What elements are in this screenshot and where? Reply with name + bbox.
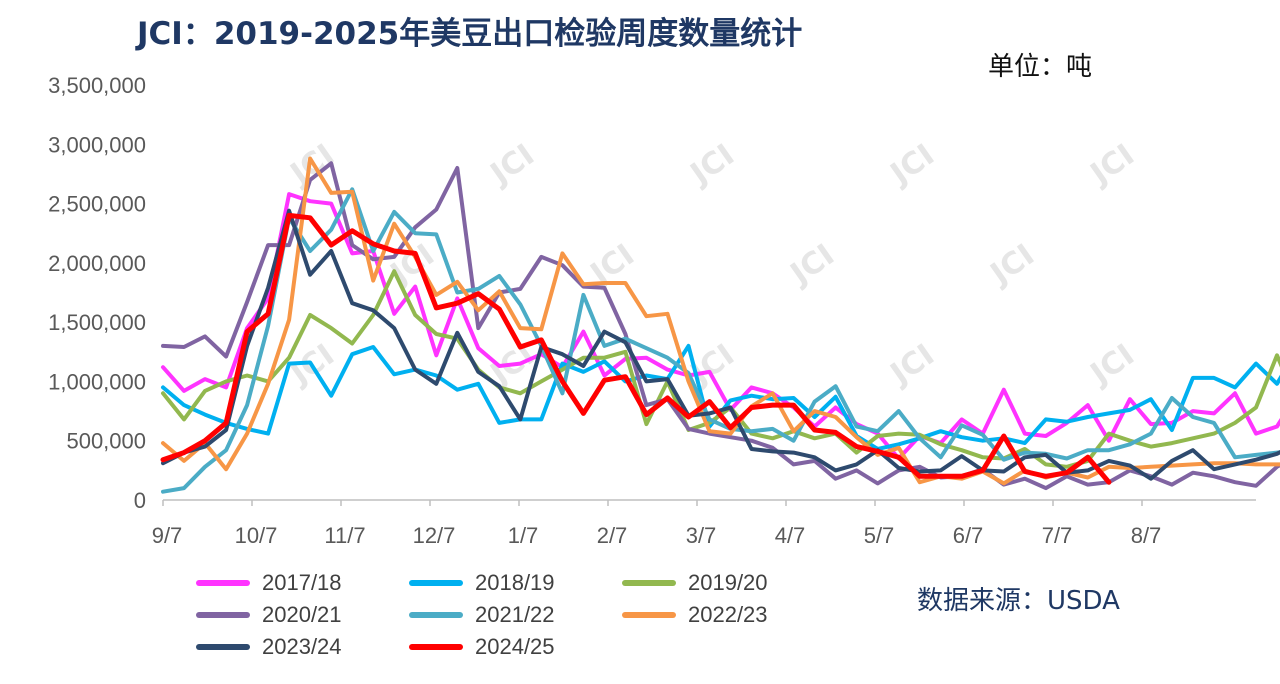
legend-swatch (622, 580, 676, 586)
y-tick-label: 500,000 (66, 429, 146, 454)
legend-item-2024-25: 2024/25 (409, 632, 555, 662)
watermark-text: JCI (1083, 337, 1141, 392)
y-tick-label: 0 (134, 488, 146, 513)
x-tick-label: 3/7 (686, 523, 717, 548)
watermark-text: JCI (883, 337, 941, 392)
series-line-2023-24 (161, 208, 1280, 481)
legend-label: 2022/23 (688, 602, 768, 627)
legend-swatch (196, 644, 250, 650)
legend-item-2022-23: 2022/23 (622, 600, 768, 630)
legend-swatch (409, 612, 463, 618)
x-tick-label: 10/7 (235, 523, 278, 548)
chart-title: JCI：2019-2025年美豆出口检验周度数量统计 (137, 16, 803, 52)
series-line-2024-25 (160, 212, 1112, 485)
x-tick-label: 11/7 (324, 523, 365, 548)
y-tick-label: 1,000,000 (48, 369, 146, 394)
legend-label: 2020/21 (262, 602, 342, 627)
series-line-2018-19 (161, 343, 1280, 451)
watermark-text: JCI (983, 237, 1041, 292)
series-group (160, 156, 1280, 494)
legend-swatch (622, 612, 676, 618)
legend-item-2018-19: 2018/19 (409, 568, 555, 598)
watermark-text: JCI (483, 137, 541, 192)
legend-label: 2018/19 (475, 570, 555, 595)
legend-swatch (409, 644, 463, 650)
x-tick-label: 6/7 (953, 523, 984, 548)
legend: 2017/18 2018/19 2019/20 2020/21 2021/22 2022/… (196, 568, 836, 664)
y-tick-label: 3,500,000 (48, 73, 146, 98)
x-tick-label: 4/7 (775, 523, 806, 548)
legend-label: 2017/18 (262, 570, 342, 595)
legend-label: 2023/24 (262, 634, 342, 659)
unit-label: 单位：吨 (988, 52, 1093, 82)
legend-swatch (196, 612, 250, 618)
watermark-text: JCI (783, 237, 841, 292)
legend-item-2019-20: 2019/20 (622, 568, 768, 598)
series-line-2022-23 (161, 156, 1280, 486)
legend-item-2021-22: 2021/22 (409, 600, 555, 630)
x-tick-label: 2/7 (597, 523, 628, 548)
y-tick-label: 1,500,000 (48, 310, 146, 335)
legend-swatch (409, 580, 463, 586)
y-tick-label: 3,000,000 (48, 132, 146, 157)
x-tick-label: 12/7 (413, 523, 456, 548)
legend-item-2023-24: 2023/24 (196, 632, 342, 662)
source-label: 数据来源：USDA (917, 586, 1120, 616)
y-tick-label: 2,500,000 (48, 192, 146, 217)
y-tick-label: 2,000,000 (48, 251, 146, 276)
x-tick-label: 5/7 (864, 523, 895, 548)
x-tick-label: 1/7 (508, 523, 539, 548)
legend-label: 2021/22 (475, 602, 555, 627)
x-tick-label: 7/7 (1042, 523, 1073, 548)
legend-item-2017-18: 2017/18 (196, 568, 342, 598)
watermark-text: JCI (1083, 137, 1141, 192)
x-axis-ticks: 9/7 10/7 11/7 12/7 1/7 2/7 3/7 4/7 5/7 6/7 7/7 8/7 (152, 500, 1162, 548)
watermark-text: JCI (683, 137, 741, 192)
x-tick-label: 8/7 (1131, 523, 1162, 548)
legend-label: 2024/25 (475, 634, 555, 659)
legend-item-2020-21: 2020/21 (196, 600, 342, 630)
watermark-text: JCI (883, 137, 941, 192)
legend-swatch (196, 580, 250, 586)
x-tick-label: 9/7 (152, 523, 183, 548)
y-axis-ticks: 0 500,000 1,000,000 1,500,000 2,000,000 2,500… (48, 73, 146, 513)
legend-label: 2019/20 (688, 570, 768, 595)
